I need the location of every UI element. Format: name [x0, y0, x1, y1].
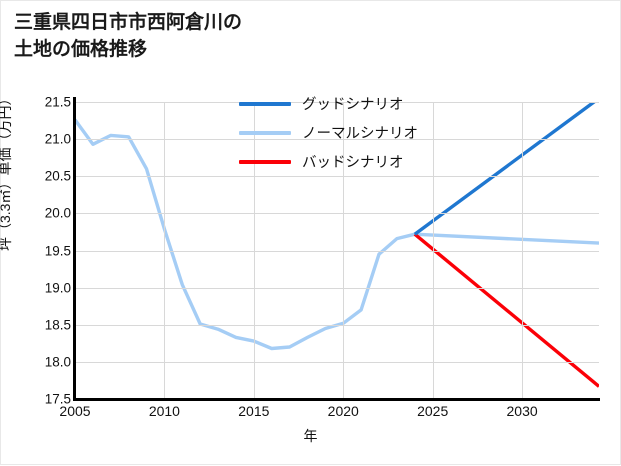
legend-item-normal[interactable]: ノーマルシナリオ [239, 118, 469, 147]
y-tick-label: 19.5 [44, 243, 71, 258]
x-tick-label: 2020 [327, 403, 359, 419]
legend-label-bad: バッドシナリオ [302, 155, 404, 171]
series-line [75, 118, 599, 351]
gridline-vertical [343, 102, 344, 399]
gridline-horizontal [75, 325, 599, 326]
legend-swatch-good [239, 101, 291, 106]
y-tick-label: 20.5 [44, 168, 71, 184]
gridline-vertical [522, 102, 523, 399]
gridline-horizontal [75, 362, 599, 363]
series-line [413, 102, 597, 236]
gridline-horizontal [75, 176, 599, 177]
page-title: 三重県四日市市西阿倉川の 土地の価格推移 [14, 12, 243, 60]
gridline-horizontal [75, 288, 599, 289]
legend-item-bad[interactable]: バッドシナリオ [239, 147, 469, 176]
series-lines [75, 102, 599, 388]
plot-area [75, 102, 599, 400]
gridline-vertical [164, 102, 165, 399]
y-tick-label: 19.0 [44, 280, 71, 296]
legend-swatch-bad [239, 159, 291, 164]
y-tick-label: 21.5 [44, 94, 71, 110]
y-tick-label: 18.0 [44, 354, 71, 370]
legend-swatch-normal [239, 130, 291, 135]
x-tick-label: 2015 [238, 403, 270, 419]
gridline-vertical [433, 102, 434, 399]
gridline-horizontal [75, 102, 599, 103]
y-axis-label: 坪（3.3㎡）単価（万円） [0, 91, 13, 251]
y-axis-tick-labels: 17.5 18.0 18.5 19.0 19.5 20.0 20.5 21.0 21.5 [19, 1, 71, 466]
legend-label-good: グッドシナリオ [302, 97, 404, 113]
y-axis-spine [73, 97, 76, 401]
gridline-horizontal [75, 251, 599, 252]
x-tick-label: 2010 [148, 403, 180, 419]
gridline-horizontal [75, 213, 599, 214]
y-tick-label: 17.5 [44, 391, 71, 407]
legend-item-good[interactable]: グッドシナリオ [239, 89, 469, 118]
series-line [413, 232, 599, 388]
y-tick-label: 21.0 [44, 131, 71, 147]
gridline-vertical [254, 102, 255, 399]
legend-label-normal: ノーマルシナリオ [302, 126, 418, 142]
x-tick-label: 2005 [59, 403, 91, 419]
chart-legend: グッドシナリオ ノーマルシナリオ バッドシナリオ [239, 89, 469, 176]
y-tick-label: 18.5 [44, 317, 71, 333]
x-axis-spine [74, 398, 600, 401]
x-axis-label: 年 [303, 428, 318, 444]
y-tick-label: 20.0 [44, 205, 71, 221]
x-tick-label: 2030 [506, 403, 538, 419]
gridline-horizontal [75, 139, 599, 140]
x-tick-label: 2025 [417, 403, 449, 419]
